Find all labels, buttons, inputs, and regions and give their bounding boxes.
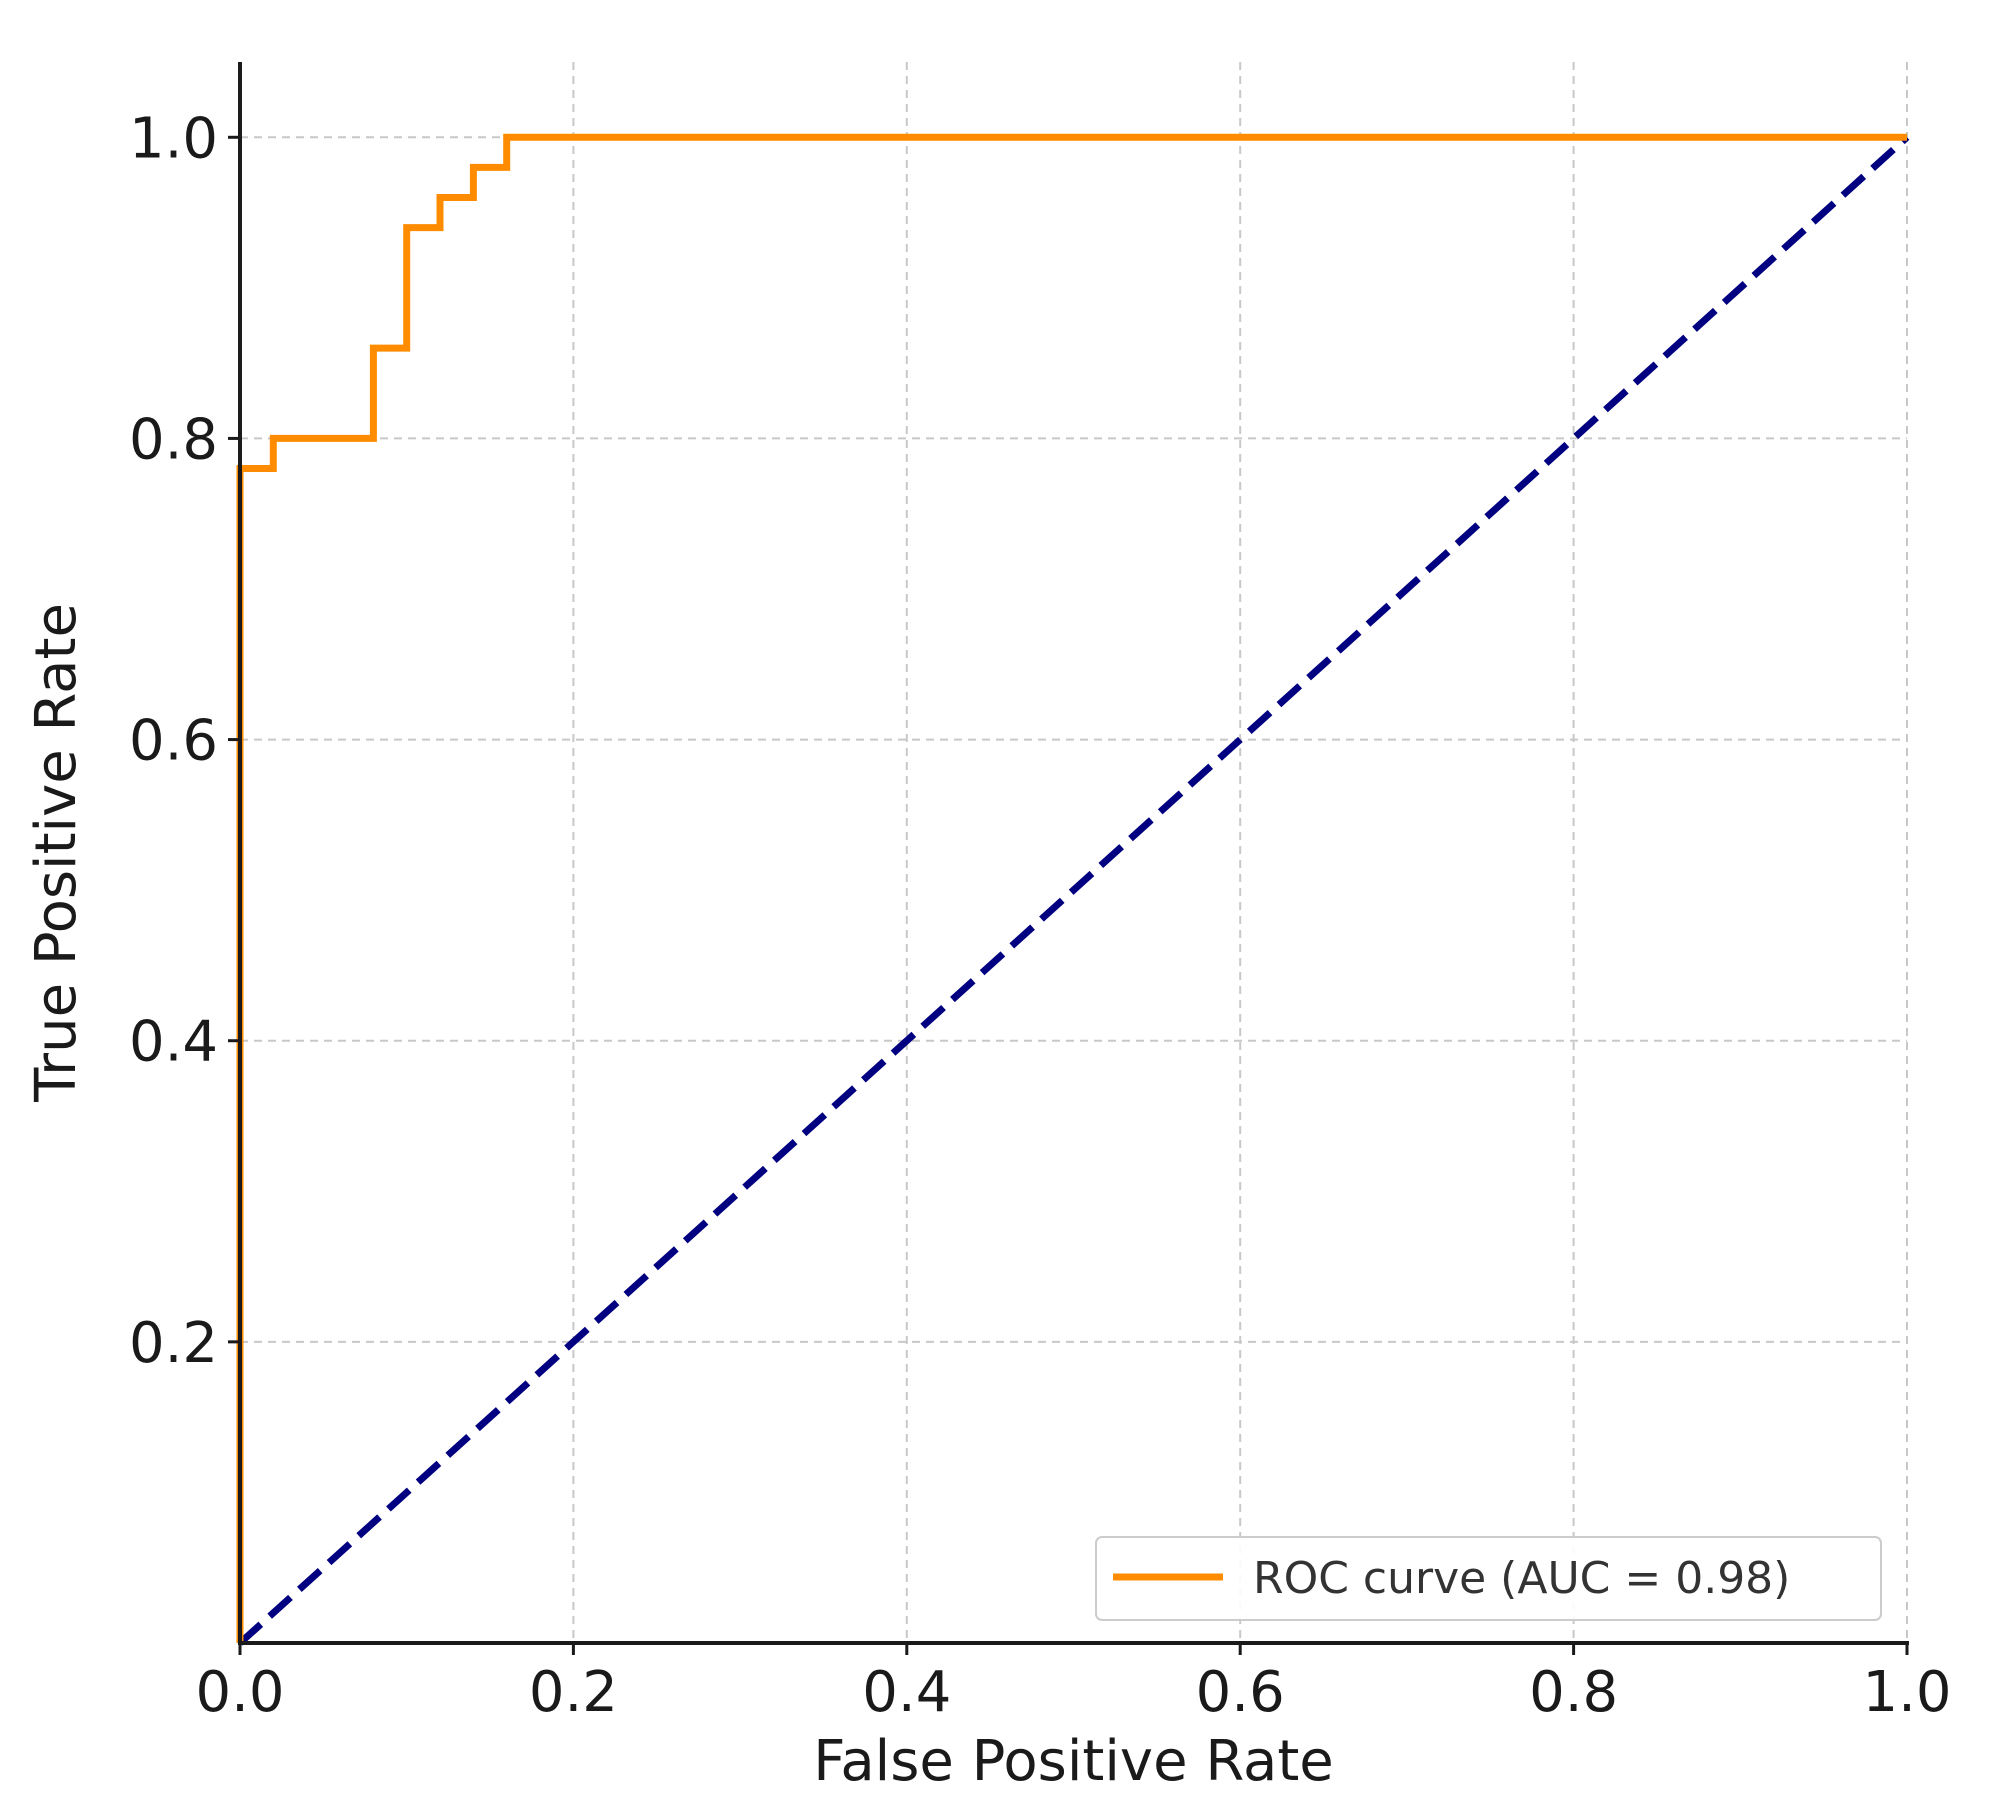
y-tick-label-2: 0.6: [129, 709, 218, 774]
x-tick-label-4: 0.8: [1529, 1660, 1618, 1725]
roc-curve-line: [236, 133, 1907, 1643]
legend: ROC curve (AUC = 0.98): [1095, 1536, 1882, 1621]
series-layer: [236, 133, 1910, 1646]
x-tick-label-2: 0.4: [862, 1660, 951, 1725]
x-tick-label-1: 0.2: [529, 1660, 618, 1725]
legend-label-roc: ROC curve (AUC = 0.98): [1253, 1553, 1790, 1604]
tick-labels: 0.0 0.2 0.4 0.6 0.8 1.0 0.2 0.4 0.6 0.8 1.0: [129, 106, 1952, 1725]
y-tick-label-0: 0.2: [129, 1311, 218, 1376]
x-tick-label-5: 1.0: [1862, 1660, 1951, 1725]
x-tick-label-0: 0.0: [195, 1660, 284, 1725]
chance-diagonal-line: [237, 134, 1910, 1646]
x-axis-title: False Positive Rate: [813, 1729, 1333, 1794]
y-axis-title: True Positive Rate: [24, 603, 89, 1103]
y-tick-label-1: 0.4: [129, 1010, 218, 1075]
grid: [240, 62, 1908, 1643]
legend-box: [1095, 1536, 1882, 1621]
x-tick-label-3: 0.6: [1196, 1660, 1285, 1725]
y-tick-label-3: 0.8: [129, 407, 218, 472]
y-tick-label-4: 1.0: [129, 106, 218, 171]
axes: [238, 62, 1909, 1645]
